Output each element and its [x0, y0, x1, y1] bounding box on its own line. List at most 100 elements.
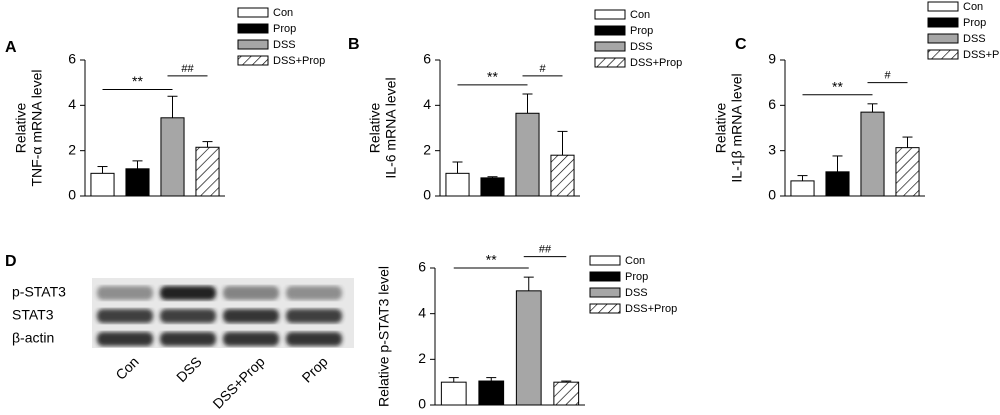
- significance-label: **: [832, 78, 843, 94]
- bar: [480, 177, 505, 197]
- panel-letter: B: [348, 36, 360, 53]
- y-tick-label: 6: [423, 51, 431, 67]
- y-tick-label: 0: [418, 396, 426, 412]
- bar: [440, 381, 467, 406]
- significance-label: ##: [181, 63, 194, 75]
- blot-band: [97, 286, 153, 300]
- y-tick-label: 4: [418, 304, 426, 320]
- bar: [825, 171, 850, 197]
- blot-band: [223, 332, 279, 346]
- blot-row-label: p-STAT3: [12, 284, 66, 300]
- y-axis-label: Relative: [713, 103, 729, 154]
- y-tick-label: 4: [423, 96, 431, 112]
- legend-swatch: [594, 9, 626, 20]
- legend-label: Prop: [630, 25, 653, 37]
- panel-letter: C: [735, 36, 747, 53]
- legend-swatch: [589, 287, 621, 298]
- legend-label: DSS: [273, 39, 296, 51]
- blot-band: [160, 309, 216, 323]
- legend-swatch: [237, 23, 269, 34]
- blot-band: [97, 332, 153, 346]
- y-tick-label: 9: [768, 51, 776, 67]
- legend-label: Prop: [273, 23, 296, 35]
- bar: [160, 117, 185, 197]
- blot-lane-label: Con: [112, 353, 141, 382]
- y-tick-label: 6: [68, 51, 76, 67]
- bar: [515, 112, 540, 197]
- legend-label: Con: [630, 9, 650, 21]
- blot-band: [286, 332, 342, 346]
- y-tick-label: 2: [68, 141, 76, 157]
- y-tick-label: 0: [68, 187, 76, 203]
- y-axis-label: Relative p-STAT3 level: [376, 266, 392, 407]
- y-tick-label: 6: [768, 96, 776, 112]
- bar: [90, 172, 115, 197]
- blot-band: [286, 309, 342, 323]
- y-axis-label: IL-6 mRNA level: [383, 77, 399, 178]
- y-tick-label: 0: [423, 187, 431, 203]
- legend-swatch: [589, 255, 621, 266]
- legend-swatch: [594, 57, 626, 68]
- legend-swatch: [589, 271, 621, 282]
- y-tick-label: 2: [418, 350, 426, 366]
- y-tick-label: 2: [423, 141, 431, 157]
- legend-label: Prop: [625, 271, 648, 283]
- legend-swatch: [237, 55, 269, 66]
- y-tick-label: 0: [768, 187, 776, 203]
- legend-swatch: [237, 39, 269, 50]
- legend-label: Prop: [963, 17, 986, 29]
- legend-swatch: [594, 25, 626, 36]
- legend-label: DSS+Prop: [625, 303, 677, 315]
- y-tick-label: 3: [768, 141, 776, 157]
- legend-label: DSS: [963, 33, 986, 45]
- bar: [515, 290, 542, 406]
- blot-lane-label: DSS+Prop: [209, 353, 268, 412]
- significance-label: #: [884, 70, 891, 82]
- legend-swatch: [927, 1, 959, 12]
- legend-swatch: [927, 33, 959, 44]
- bar: [550, 154, 575, 197]
- legend-swatch: [927, 49, 959, 60]
- legend-label: DSS: [625, 287, 648, 299]
- legend-label: DSS+Prop: [630, 57, 682, 69]
- significance-label: **: [487, 69, 498, 85]
- bar: [553, 381, 580, 406]
- blot-band: [223, 286, 279, 300]
- legend-swatch: [927, 17, 959, 28]
- blot-band: [286, 286, 342, 300]
- bar: [445, 172, 470, 197]
- significance-label: **: [486, 252, 497, 268]
- blot-lane-label: DSS: [173, 353, 205, 385]
- bar: [478, 380, 505, 406]
- legend-label: Con: [273, 7, 293, 19]
- legend-label: Con: [625, 255, 645, 267]
- legend-label: Con: [963, 1, 983, 13]
- bar: [125, 168, 150, 197]
- legend-label: DSS+Prop: [963, 49, 1000, 61]
- blot-band: [160, 286, 216, 300]
- bar: [895, 147, 920, 197]
- significance-label: ##: [539, 243, 552, 255]
- y-axis-label: TNF-α mRNA level: [29, 70, 45, 187]
- blot-band: [223, 309, 279, 323]
- blot-row-label: β-actin: [12, 330, 54, 346]
- legend-swatch: [589, 303, 621, 314]
- y-tick-label: 6: [418, 259, 426, 275]
- bar: [195, 146, 220, 197]
- blot-lane-label: Prop: [299, 353, 331, 385]
- legend-swatch: [237, 7, 269, 18]
- legend-swatch: [594, 41, 626, 52]
- y-axis-label: Relative: [367, 103, 383, 154]
- significance-label: #: [539, 63, 546, 75]
- blot-band: [97, 309, 153, 323]
- bar: [790, 180, 815, 197]
- panel-letter: D: [5, 253, 17, 270]
- y-tick-label: 4: [68, 96, 76, 112]
- y-axis-label: Relative: [13, 103, 29, 154]
- blot-row-label: STAT3: [12, 307, 54, 323]
- bar: [860, 111, 885, 197]
- panel-letter: A: [5, 39, 17, 56]
- significance-label: **: [132, 73, 143, 89]
- y-axis-label: IL-1β mRNA level: [729, 73, 745, 182]
